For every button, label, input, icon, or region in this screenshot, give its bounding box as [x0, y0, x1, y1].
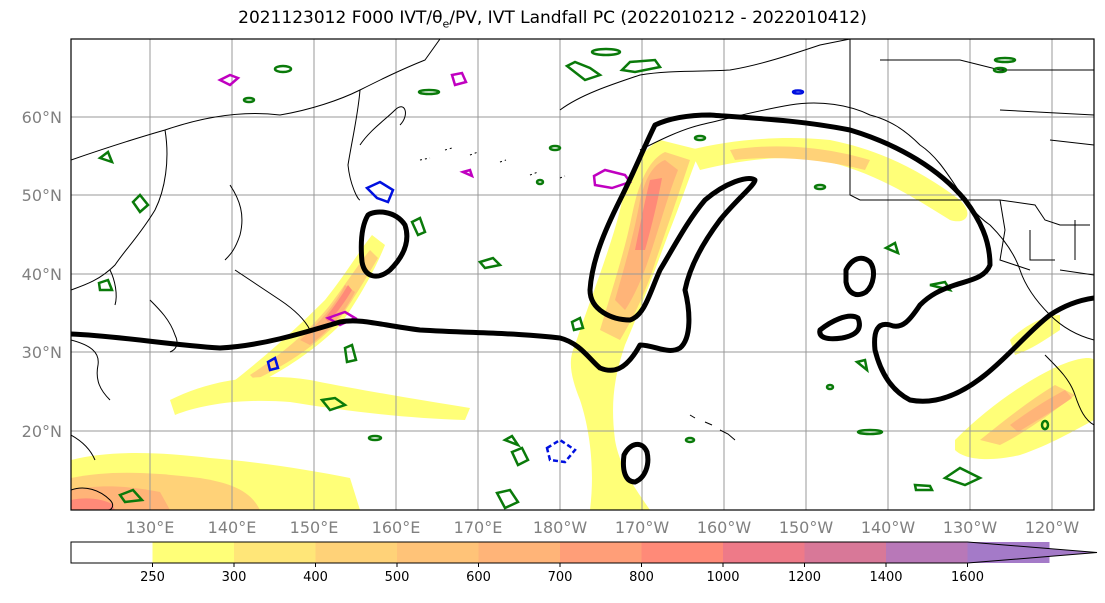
colorbar: 250 300 400 500 600 700 800 1000 1200 1400 1600 — [70, 541, 1098, 585]
lon-label: 160°W — [697, 518, 752, 537]
colorbar-extend-arrow — [967, 542, 1097, 563]
colorbar-segment — [723, 542, 805, 563]
lat-label: 40°N — [22, 265, 62, 284]
lon-label: 170°W — [615, 518, 670, 537]
colorbar-tick-label: 300 — [222, 570, 247, 585]
colorbar-tick-label: 1400 — [869, 570, 902, 585]
lat-label: 60°N — [22, 108, 62, 127]
lat-label: 30°N — [22, 343, 62, 362]
lat-label: 50°N — [22, 186, 62, 205]
lon-label: 130°W — [943, 518, 998, 537]
colorbar-tick-label: 600 — [466, 570, 491, 585]
map-frame — [70, 38, 1095, 511]
colorbar-tick-label: 400 — [303, 570, 328, 585]
lon-label: 180°W — [533, 518, 588, 537]
lon-label: 140°E — [208, 518, 257, 537]
colorbar-segment — [560, 542, 642, 563]
colorbar-segment — [886, 542, 968, 563]
colorbar-segment — [234, 542, 316, 563]
colorbar-tick-label: 700 — [548, 570, 573, 585]
colorbar-tick-label: 800 — [629, 570, 654, 585]
landfall-pc-contours — [71, 112, 1094, 485]
colorbar-segment — [152, 542, 235, 563]
colorbar-tick-label: 250 — [140, 570, 165, 585]
colorbar-tick-label: 1000 — [706, 570, 739, 585]
colorbar-segment — [478, 542, 561, 563]
colorbar-tick-label: 1600 — [951, 570, 984, 585]
pv-contours — [97, 47, 1050, 510]
colorbar-segment — [397, 542, 479, 563]
lon-label: 140°W — [861, 518, 916, 537]
colorbar-segment — [71, 542, 153, 563]
lon-label: 150°E — [290, 518, 339, 537]
lat-labels: 60°N 50°N 40°N 30°N 20°N — [22, 108, 62, 441]
lon-label: 150°W — [779, 518, 834, 537]
graticule — [71, 39, 1094, 510]
map-title: 2021123012 F000 IVT/θe/PV, IVT Landfall … — [238, 8, 867, 31]
coastlines — [71, 39, 1094, 510]
lon-label: 160°E — [372, 518, 421, 537]
colorbar-tick-label: 500 — [385, 570, 410, 585]
lon-label: 130°E — [126, 518, 175, 537]
lon-labels: 130°E 140°E 150°E 160°E 170°E 180°W 170°… — [126, 518, 1080, 537]
lon-label: 170°E — [454, 518, 503, 537]
lon-label: 120°W — [1025, 518, 1080, 537]
colorbar-segment — [804, 542, 887, 563]
colorbar-tick-label: 1200 — [788, 570, 821, 585]
colorbar-outline — [70, 541, 1098, 564]
magenta-contours — [217, 71, 633, 327]
lat-label: 20°N — [22, 422, 62, 441]
colorbar-segment — [315, 542, 398, 563]
colorbar-segment — [641, 542, 724, 563]
blue-contours — [266, 89, 805, 464]
